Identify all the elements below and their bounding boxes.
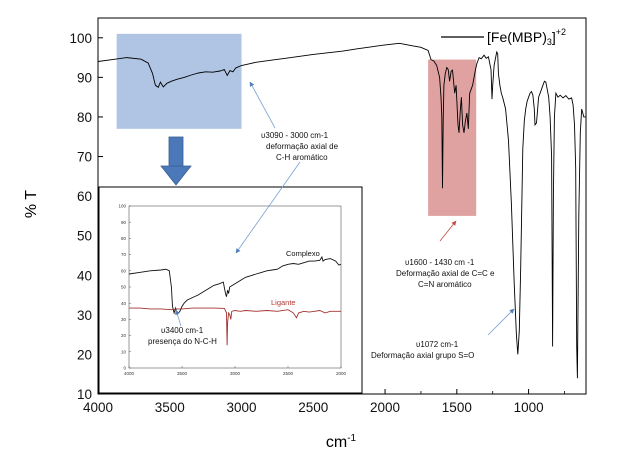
inset-y-tick-label: 20	[121, 333, 127, 338]
annotation-cc-line-1: υ1600 - 1430 cm -1	[405, 258, 475, 267]
inset-y-tick-label: 10	[121, 349, 127, 354]
inset-x-tick-label: 2500	[283, 371, 294, 376]
inset-x-tick-label: 4000	[124, 371, 135, 376]
legend: [Fe(MBP)3]+2	[441, 27, 566, 47]
x-tick-label: 4000	[83, 400, 113, 415]
annotation-cc-line-2: Deformação axial de C=C e	[396, 269, 495, 278]
highlight-ch-region	[116, 33, 242, 129]
y-tick-label: 60	[77, 189, 92, 204]
inset-y-tick-label: 0	[123, 366, 126, 371]
inset-y-tick-label: 30	[121, 317, 127, 322]
x-axis-title: cm-1	[326, 433, 357, 451]
series-line-fe-mbp3	[98, 42, 586, 379]
x-tick-label: 1000	[514, 400, 544, 415]
y-tick-label: 80	[77, 110, 92, 125]
y-tick-label: 20	[77, 347, 92, 362]
y-tick-label: 50	[77, 229, 92, 244]
inset-x-tick-label: 2000	[336, 371, 347, 376]
inset-series-ligante	[129, 307, 341, 346]
inset-y-tick-label: 50	[121, 285, 127, 290]
annotation-cc-line-3: C=N aromático	[418, 280, 472, 289]
inset-x-tick-label: 3000	[230, 371, 241, 376]
inset-label-ligante: Ligante	[271, 298, 296, 307]
annotation-so-arrow	[487, 308, 515, 336]
inset-x-tick-label: 3500	[177, 371, 188, 376]
annotation-so-line-1: υ1072 cm-1	[416, 340, 459, 349]
annotation-ch-line-2: deformação axial de	[266, 142, 339, 151]
x-tick-label: 2500	[298, 400, 328, 415]
annotation-ch-line-1: υ3090 - 3000 cm-1	[261, 131, 329, 140]
inset-label-complexo: Complexo	[286, 249, 320, 258]
inset-y-tick-label: 80	[121, 236, 127, 241]
y-tick-label: 100	[69, 31, 92, 46]
y-tick-label: 70	[77, 150, 92, 165]
inset-y-tick-label: 40	[121, 301, 127, 306]
highlight-cc-cn-region	[428, 59, 477, 216]
down-arrow-icon	[160, 136, 192, 186]
annotation-ch-arrow-to-region	[249, 81, 276, 129]
plot-frame	[97, 17, 587, 395]
inset-nch-line-1: υ3400 cm-1	[161, 326, 204, 335]
annotation-ch-aromatic: υ3090 - 3000 cm-1 deformação axial de C-…	[261, 131, 339, 162]
annotation-so-group: υ1072 cm-1 Deformação axial grupo S=O	[371, 340, 474, 360]
inset-nch-line-2: presença do N-C-H	[148, 337, 217, 346]
inset-y-tick-label: 90	[121, 220, 127, 225]
annotation-ch-arrow-to-inset	[235, 161, 301, 254]
inset-frame	[98, 186, 363, 394]
inset-y-tick-label: 70	[121, 252, 127, 257]
legend-label: [Fe(MBP)3]+2	[487, 27, 566, 47]
y-tick-label: 90	[77, 70, 92, 85]
x-tick-label: 3000	[227, 400, 257, 415]
inset-panel: 4000 3500 3000 2500 2000 0 10 20 30 40 50 60 70 80 90…	[98, 186, 363, 394]
annotation-ch-line-3: C-H aromático	[276, 153, 328, 162]
y-tick-label: 40	[77, 268, 92, 283]
x-tick-label: 1500	[442, 400, 472, 415]
annotation-cc-cn-aromatic: υ1600 - 1430 cm -1 Deformação axial de C…	[396, 258, 495, 289]
inset-y-tick-label: 100	[118, 204, 126, 209]
inset-y-tick-label: 60	[121, 268, 127, 273]
x-tick-label: 3500	[155, 400, 185, 415]
annotation-so-line-2: Deformação axial grupo S=O	[371, 351, 474, 360]
y-axis-title: % T	[23, 190, 40, 218]
y-tick-label: 30	[77, 308, 92, 323]
annotation-cc-arrow	[439, 220, 457, 242]
y-tick-label: 10	[77, 387, 92, 402]
inset-nch-arrow	[174, 309, 182, 327]
inset-series-complexo	[129, 255, 341, 316]
x-tick-label: 2000	[370, 400, 400, 415]
